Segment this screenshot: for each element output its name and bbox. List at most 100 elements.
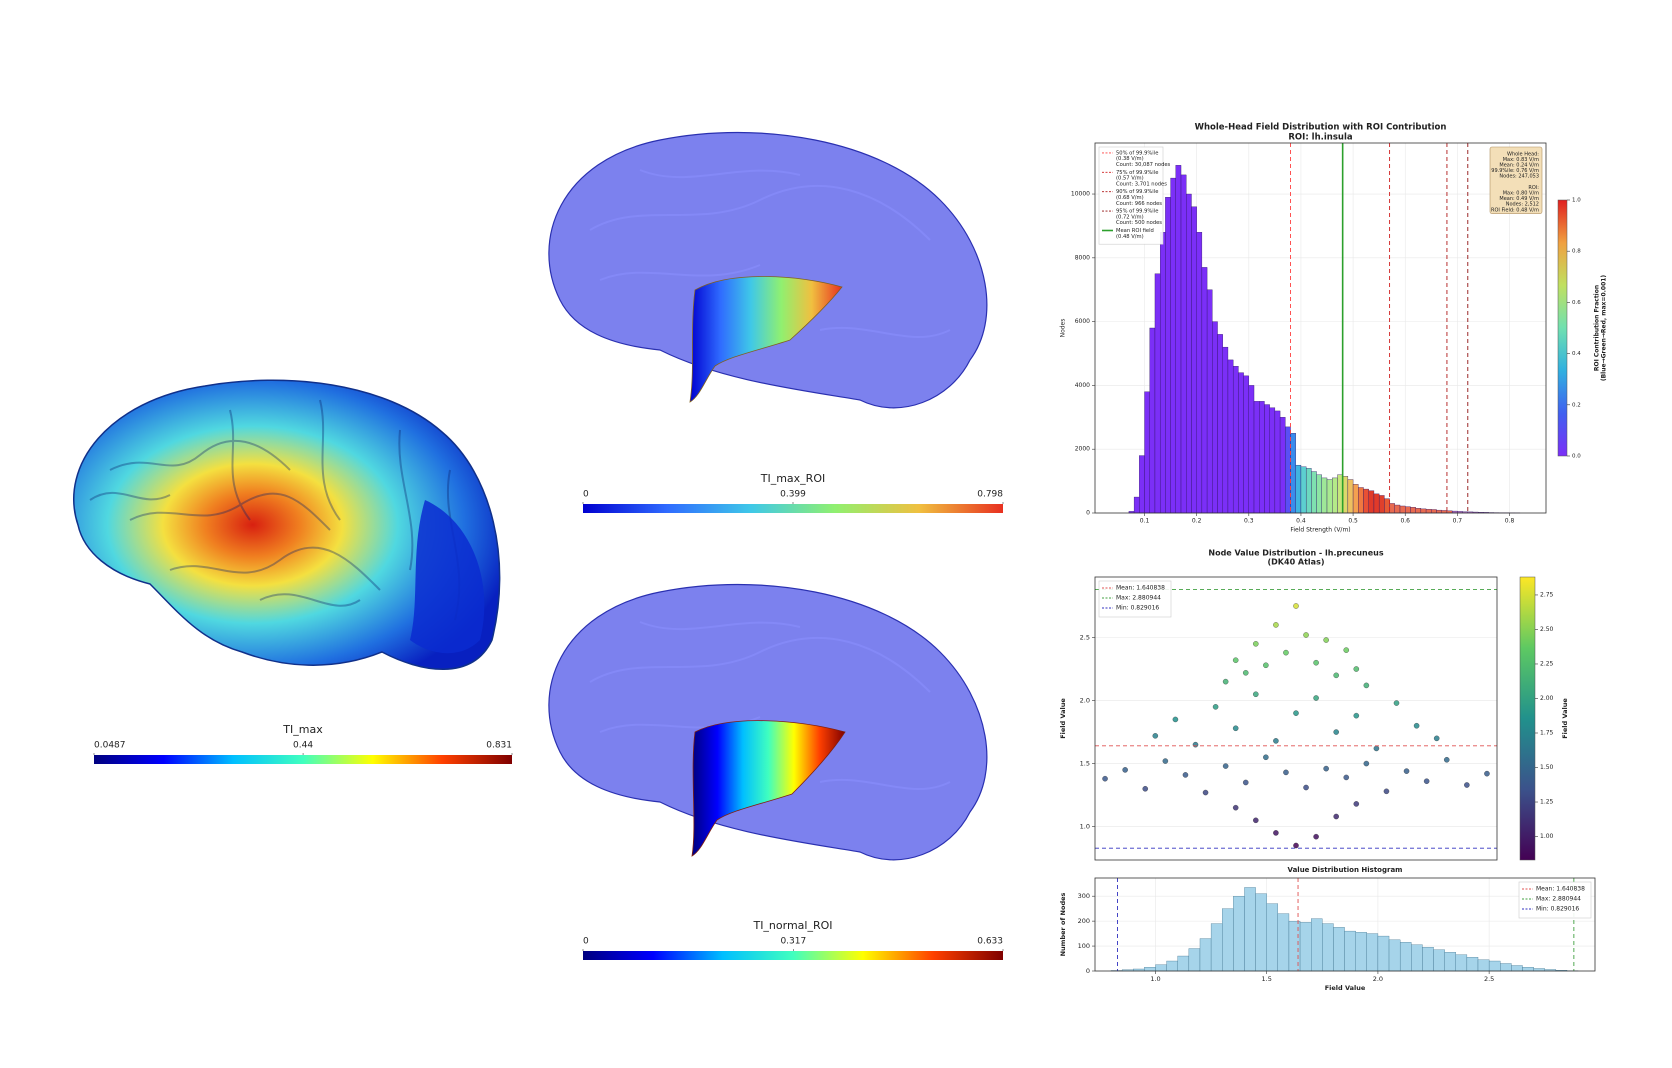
- y-axis-label: Number of Nodes: [1059, 892, 1067, 956]
- legend-label: Mean: 1.640838: [1116, 585, 1165, 592]
- histogram-bar: [1374, 494, 1379, 513]
- histogram-bar: [1144, 967, 1155, 971]
- scatter-point: [1293, 711, 1298, 716]
- histogram-bar: [1445, 952, 1456, 971]
- histogram-bar: [1367, 934, 1378, 971]
- chart-title: Value Distribution Histogram: [1288, 866, 1403, 874]
- colorbar: [583, 951, 1003, 960]
- brain-glass: [549, 133, 987, 408]
- colorbar-tick-label: 1.0: [1572, 198, 1581, 204]
- y-tick-label: 300: [1078, 892, 1090, 900]
- colorbar: [94, 755, 512, 764]
- histogram-bar: [1233, 896, 1244, 971]
- histogram-bar: [1150, 328, 1155, 513]
- scatter-point: [1434, 736, 1439, 741]
- scatter-point: [1314, 834, 1319, 839]
- histogram-bar: [1356, 932, 1367, 971]
- histogram-bar: [1181, 175, 1186, 513]
- histogram-bar: [1244, 887, 1255, 971]
- scatter-point: [1354, 666, 1359, 671]
- scatter-point: [1314, 695, 1319, 700]
- colorbar-tick-label: 1.50: [1540, 764, 1554, 771]
- y-tick-label: 1.5: [1080, 760, 1090, 768]
- histogram-bar: [1211, 924, 1222, 971]
- x-tick-label: 1.5: [1262, 975, 1272, 983]
- colorbar-tick-label: 2.25: [1540, 660, 1554, 667]
- histogram-bar: [1332, 478, 1337, 513]
- scatter-point: [1193, 742, 1198, 747]
- y-tick-label: 1.0: [1080, 823, 1090, 831]
- histogram-bar: [1134, 497, 1139, 513]
- x-tick-label: 0.1: [1140, 518, 1150, 525]
- scatter-point: [1273, 830, 1278, 835]
- chart-subtitle: ROI: lh.insula: [1288, 133, 1352, 143]
- histogram-bar: [1189, 949, 1200, 971]
- histogram-bar: [1259, 401, 1264, 513]
- colorbar-tick-label: 0.633: [977, 937, 1003, 947]
- x-tick-label: 0.8: [1505, 518, 1515, 525]
- histogram-bar: [1405, 507, 1410, 513]
- histogram-bar: [1400, 506, 1405, 513]
- histogram-bar: [1291, 433, 1296, 513]
- histogram-bar: [1384, 499, 1389, 513]
- scatter-point: [1293, 843, 1298, 848]
- scatter-point: [1263, 755, 1268, 760]
- histogram-bar: [1202, 267, 1207, 513]
- colorbar: [583, 504, 1003, 513]
- scatter-point: [1102, 776, 1107, 781]
- x-tick-label: 0.2: [1192, 518, 1202, 525]
- scatter-point: [1464, 782, 1469, 787]
- histogram-bar: [1378, 936, 1389, 971]
- brain-render-roi-normal: [549, 585, 987, 860]
- scatter-point: [1334, 814, 1339, 819]
- y-tick-label: 0: [1086, 967, 1090, 975]
- y-tick-label: 2000: [1075, 446, 1090, 453]
- histogram-bar: [1165, 197, 1170, 513]
- colorbar-tick-label: 0.4: [1572, 351, 1581, 357]
- scatter-point: [1153, 733, 1158, 738]
- histogram-bar: [1300, 922, 1311, 971]
- legend-label: Max: 2.880944: [1536, 896, 1581, 903]
- scatter-point: [1293, 603, 1298, 608]
- colorbar: [1558, 200, 1567, 456]
- histogram-bar: [1322, 924, 1333, 971]
- x-tick-label: 0.6: [1400, 518, 1410, 525]
- histogram-bar: [1160, 232, 1165, 513]
- colorbar-label: Field Value: [1561, 698, 1569, 739]
- histogram-bar: [1395, 505, 1400, 513]
- histogram-bar: [1280, 417, 1285, 513]
- histogram-bar: [1218, 334, 1223, 513]
- x-tick-label: 0.4: [1296, 518, 1306, 525]
- histogram-bar: [1456, 955, 1467, 971]
- scatter-point: [1394, 700, 1399, 705]
- scatter-point: [1253, 692, 1258, 697]
- histogram-bar: [1186, 194, 1191, 513]
- histogram-bar: [1434, 950, 1445, 971]
- histogram-bar: [1467, 957, 1478, 971]
- scatter-point: [1283, 770, 1288, 775]
- legend-label: Count: 966 nodes: [1116, 201, 1162, 207]
- histogram-bar: [1431, 509, 1436, 513]
- scatter-point: [1283, 650, 1288, 655]
- scatter-point: [1263, 663, 1268, 668]
- scatter-point: [1334, 673, 1339, 678]
- scatter-point: [1233, 658, 1238, 663]
- y-tick-label: 2.0: [1080, 697, 1090, 705]
- scatter-point: [1324, 637, 1329, 642]
- colorbar-tick-label: 0.8: [1572, 249, 1581, 255]
- legend-label: Min: 0.829016: [1116, 605, 1159, 612]
- scatter-point: [1243, 670, 1248, 675]
- histogram-bar: [1228, 360, 1233, 513]
- histogram-bar: [1317, 475, 1322, 513]
- y-tick-label: 2.5: [1080, 634, 1090, 642]
- brain-render-roi-max: [549, 133, 987, 408]
- colorbar-tick-label: 0.0487: [94, 741, 126, 751]
- histogram-bar: [1522, 967, 1533, 971]
- legend-label: Min: 0.829016: [1536, 906, 1579, 913]
- histogram-bar: [1270, 408, 1275, 513]
- scatter-point: [1253, 818, 1258, 823]
- x-axis-label: Field Value: [1325, 984, 1366, 992]
- scatter-point: [1484, 771, 1489, 776]
